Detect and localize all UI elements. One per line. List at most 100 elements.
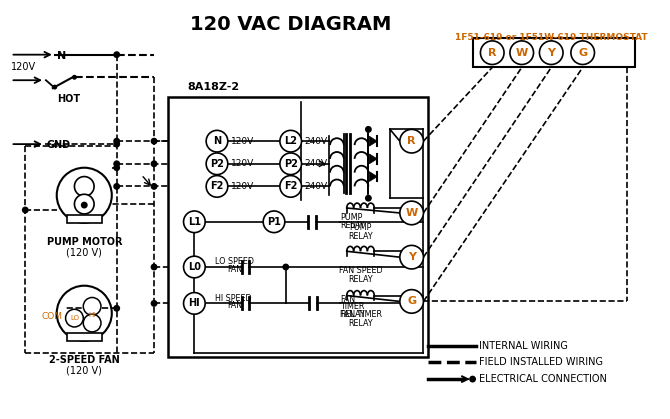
Circle shape bbox=[22, 207, 29, 213]
Circle shape bbox=[74, 176, 94, 196]
Circle shape bbox=[480, 41, 504, 65]
Text: GND: GND bbox=[47, 140, 71, 150]
Text: 120 VAC DIAGRAM: 120 VAC DIAGRAM bbox=[190, 16, 391, 34]
Text: N: N bbox=[213, 136, 221, 146]
Circle shape bbox=[184, 256, 205, 278]
Text: 120V: 120V bbox=[230, 182, 254, 191]
Text: INTERNAL WIRING: INTERNAL WIRING bbox=[480, 341, 568, 351]
Circle shape bbox=[282, 264, 289, 270]
Text: Y: Y bbox=[547, 48, 555, 58]
Text: FAN: FAN bbox=[340, 295, 355, 303]
Text: RELAY: RELAY bbox=[348, 232, 373, 241]
Circle shape bbox=[66, 309, 83, 327]
Text: LO SPEED: LO SPEED bbox=[215, 257, 254, 266]
Text: P2: P2 bbox=[284, 159, 297, 169]
Circle shape bbox=[113, 305, 120, 312]
Text: 1F51-619 or 1F51W-619 THERMOSTAT: 1F51-619 or 1F51W-619 THERMOSTAT bbox=[455, 33, 647, 42]
Circle shape bbox=[74, 194, 94, 214]
Text: HOT: HOT bbox=[57, 94, 80, 104]
Circle shape bbox=[113, 160, 120, 167]
Circle shape bbox=[151, 300, 157, 307]
Text: 120V: 120V bbox=[11, 62, 36, 72]
Circle shape bbox=[83, 297, 101, 315]
Circle shape bbox=[57, 168, 112, 223]
Circle shape bbox=[280, 176, 302, 197]
Circle shape bbox=[151, 264, 157, 270]
Text: R: R bbox=[407, 136, 416, 146]
Text: FAN SPEED: FAN SPEED bbox=[339, 266, 383, 275]
Circle shape bbox=[113, 138, 120, 145]
Circle shape bbox=[571, 41, 594, 65]
Circle shape bbox=[539, 41, 563, 65]
Circle shape bbox=[206, 130, 228, 152]
Text: W: W bbox=[405, 208, 418, 218]
Text: RELAY: RELAY bbox=[340, 310, 364, 319]
Circle shape bbox=[510, 41, 533, 65]
Circle shape bbox=[81, 202, 88, 209]
Circle shape bbox=[83, 314, 101, 332]
Circle shape bbox=[151, 138, 157, 145]
Circle shape bbox=[184, 211, 205, 233]
Text: 120V: 120V bbox=[230, 159, 254, 168]
Text: 240V: 240V bbox=[304, 137, 328, 146]
Bar bbox=[168, 97, 428, 357]
Text: 240V: 240V bbox=[304, 182, 328, 191]
Text: P2: P2 bbox=[210, 159, 224, 169]
Text: 8A18Z-2: 8A18Z-2 bbox=[188, 82, 240, 92]
Text: G: G bbox=[407, 296, 416, 306]
Text: F2: F2 bbox=[210, 181, 224, 191]
Circle shape bbox=[206, 153, 228, 175]
Text: COM: COM bbox=[42, 312, 62, 321]
Circle shape bbox=[113, 164, 120, 171]
Circle shape bbox=[365, 126, 372, 133]
Text: N: N bbox=[57, 51, 66, 61]
Circle shape bbox=[72, 75, 77, 80]
Text: RELAY: RELAY bbox=[348, 319, 373, 328]
Text: HI: HI bbox=[188, 298, 200, 308]
Text: FIELD INSTALLED WIRING: FIELD INSTALLED WIRING bbox=[480, 357, 604, 367]
Text: FAN: FAN bbox=[227, 265, 242, 274]
Text: 2-SPEED FAN: 2-SPEED FAN bbox=[49, 354, 120, 365]
Circle shape bbox=[469, 376, 476, 383]
Text: RELAY: RELAY bbox=[340, 221, 364, 230]
Text: TIMER: TIMER bbox=[340, 303, 364, 311]
Circle shape bbox=[184, 292, 205, 314]
Circle shape bbox=[263, 211, 285, 233]
Text: ELECTRICAL CONNECTION: ELECTRICAL CONNECTION bbox=[480, 374, 607, 384]
Text: (120 V): (120 V) bbox=[66, 365, 103, 375]
Text: R: R bbox=[488, 48, 496, 58]
Text: L0: L0 bbox=[188, 262, 201, 272]
Text: 120V: 120V bbox=[230, 137, 254, 146]
Text: W: W bbox=[516, 48, 528, 58]
Polygon shape bbox=[369, 154, 377, 164]
Text: (120 V): (120 V) bbox=[66, 247, 103, 257]
Text: HI SPEED: HI SPEED bbox=[215, 294, 252, 303]
Circle shape bbox=[400, 201, 423, 225]
Text: LO: LO bbox=[70, 315, 79, 321]
Text: FAN TIMER: FAN TIMER bbox=[340, 310, 381, 319]
Polygon shape bbox=[369, 136, 377, 146]
Text: G: G bbox=[578, 48, 587, 58]
Circle shape bbox=[365, 195, 372, 202]
Circle shape bbox=[113, 51, 120, 58]
Circle shape bbox=[113, 183, 120, 190]
Bar bbox=[472, 38, 634, 67]
Circle shape bbox=[400, 129, 423, 153]
Text: L2: L2 bbox=[284, 136, 297, 146]
Circle shape bbox=[280, 130, 302, 152]
Bar bbox=[66, 215, 102, 223]
Circle shape bbox=[400, 290, 423, 313]
Text: PUMP MOTOR: PUMP MOTOR bbox=[46, 237, 122, 246]
Circle shape bbox=[52, 85, 57, 90]
Circle shape bbox=[57, 286, 112, 341]
Text: F2: F2 bbox=[284, 181, 297, 191]
Text: L1: L1 bbox=[188, 217, 201, 227]
Text: RELAY: RELAY bbox=[348, 275, 373, 284]
Circle shape bbox=[151, 160, 157, 167]
Circle shape bbox=[280, 153, 302, 175]
Bar bbox=[66, 333, 102, 341]
Text: 240V: 240V bbox=[304, 159, 328, 168]
Text: FAN: FAN bbox=[227, 301, 242, 310]
Circle shape bbox=[151, 183, 157, 190]
Polygon shape bbox=[369, 172, 377, 181]
